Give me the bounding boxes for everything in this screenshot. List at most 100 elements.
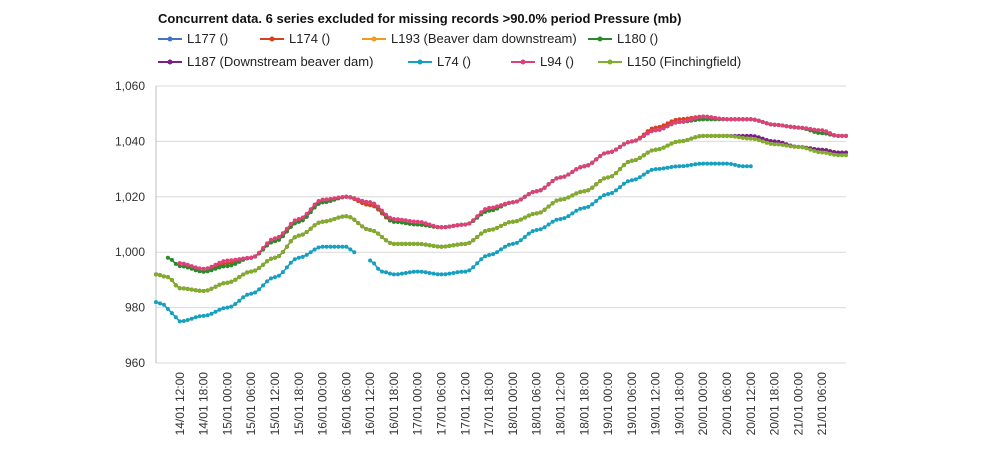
data-point[interactable]	[395, 272, 400, 277]
data-point[interactable]	[780, 142, 785, 147]
data-point[interactable]	[312, 223, 317, 228]
data-point[interactable]	[740, 117, 745, 122]
data-point[interactable]	[197, 266, 202, 271]
data-point[interactable]	[542, 185, 547, 190]
data-point[interactable]	[395, 241, 400, 246]
data-point[interactable]	[808, 126, 813, 131]
data-point[interactable]	[673, 140, 678, 144]
data-point[interactable]	[265, 241, 269, 246]
data-point[interactable]	[431, 223, 436, 228]
data-point[interactable]	[447, 224, 452, 229]
data-point[interactable]	[495, 204, 499, 209]
data-point[interactable]	[158, 301, 162, 306]
data-point[interactable]	[669, 122, 674, 127]
data-point[interactable]	[697, 161, 702, 166]
data-point[interactable]	[249, 291, 254, 296]
data-point[interactable]	[280, 231, 285, 236]
data-point[interactable]	[233, 302, 238, 306]
data-point[interactable]	[693, 135, 698, 140]
data-point[interactable]	[181, 264, 186, 269]
data-point[interactable]	[510, 219, 515, 224]
data-point[interactable]	[503, 201, 507, 206]
data-point[interactable]	[257, 266, 262, 270]
data-point[interactable]	[320, 219, 325, 224]
data-point[interactable]	[177, 286, 182, 291]
data-point[interactable]	[665, 165, 670, 170]
data-point[interactable]	[574, 208, 579, 213]
data-point[interactable]	[312, 247, 317, 252]
data-point[interactable]	[316, 245, 321, 250]
data-point[interactable]	[467, 221, 472, 226]
legend-item-l187-downstream-beaver-dam[interactable]: L187 (Downstream beaver dam)	[158, 54, 373, 69]
data-point[interactable]	[562, 216, 567, 221]
data-point[interactable]	[447, 271, 452, 276]
data-point[interactable]	[578, 189, 583, 194]
data-point[interactable]	[705, 133, 710, 138]
data-point[interactable]	[384, 212, 388, 217]
data-point[interactable]	[193, 265, 198, 270]
data-point[interactable]	[836, 150, 841, 155]
data-point[interactable]	[427, 271, 432, 275]
data-point[interactable]	[653, 167, 658, 172]
data-point[interactable]	[193, 288, 198, 293]
data-point[interactable]	[697, 114, 702, 119]
data-point[interactable]	[237, 275, 242, 280]
data-point[interactable]	[344, 214, 349, 219]
data-point[interactable]	[538, 210, 543, 215]
data-point[interactable]	[344, 194, 349, 199]
data-point[interactable]	[526, 231, 531, 236]
data-point[interactable]	[455, 242, 460, 247]
data-point[interactable]	[479, 231, 484, 236]
data-point[interactable]	[165, 275, 170, 280]
data-point[interactable]	[185, 262, 190, 267]
data-point[interactable]	[629, 178, 634, 183]
data-point[interactable]	[709, 115, 714, 120]
data-point[interactable]	[677, 164, 682, 169]
data-point[interactable]	[562, 174, 567, 179]
data-point[interactable]	[586, 188, 591, 193]
data-point[interactable]	[241, 272, 246, 277]
data-point[interactable]	[645, 131, 650, 136]
data-point[interactable]	[844, 133, 848, 138]
data-point[interactable]	[550, 219, 555, 224]
data-point[interactable]	[261, 262, 266, 267]
data-point[interactable]	[380, 208, 384, 213]
data-point[interactable]	[689, 136, 694, 141]
data-point[interactable]	[681, 119, 686, 124]
data-point[interactable]	[237, 298, 242, 303]
data-point[interactable]	[740, 135, 745, 140]
data-point[interactable]	[618, 167, 622, 172]
data-point[interactable]	[221, 264, 226, 269]
data-point[interactable]	[590, 160, 595, 165]
data-point[interactable]	[296, 255, 301, 260]
data-point[interactable]	[201, 266, 206, 271]
data-point[interactable]	[649, 148, 654, 153]
data-point[interactable]	[693, 115, 698, 120]
data-point[interactable]	[276, 254, 281, 259]
data-point[interactable]	[768, 141, 773, 146]
data-point[interactable]	[760, 120, 765, 124]
data-point[interactable]	[209, 286, 214, 291]
data-point[interactable]	[340, 244, 345, 249]
data-point[interactable]	[736, 163, 741, 168]
data-point[interactable]	[697, 134, 702, 139]
data-point[interactable]	[296, 217, 301, 221]
data-point[interactable]	[633, 138, 638, 143]
data-point[interactable]	[356, 197, 361, 202]
data-point[interactable]	[269, 237, 273, 242]
data-point[interactable]	[197, 288, 202, 293]
data-point[interactable]	[614, 147, 618, 152]
data-point[interactable]	[820, 131, 825, 136]
data-point[interactable]	[669, 141, 674, 146]
data-point[interactable]	[499, 203, 503, 208]
data-point[interactable]	[534, 211, 539, 216]
data-point[interactable]	[733, 134, 737, 139]
data-point[interactable]	[649, 167, 654, 172]
data-point[interactable]	[276, 273, 281, 278]
data-point[interactable]	[177, 264, 182, 269]
data-point[interactable]	[522, 215, 527, 220]
data-point[interactable]	[721, 133, 726, 138]
data-point[interactable]	[820, 147, 825, 152]
data-point[interactable]	[273, 239, 277, 244]
data-point[interactable]	[776, 142, 781, 147]
